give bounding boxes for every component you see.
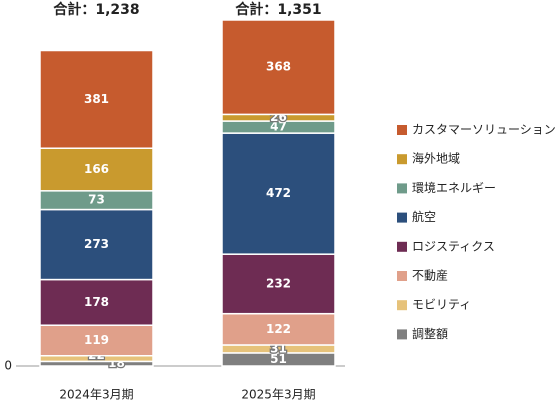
bar-segment — [39, 324, 154, 357]
bar-segment — [221, 312, 336, 346]
data-label: 166 — [84, 162, 109, 176]
legend-swatch — [397, 183, 407, 194]
legend-swatch — [397, 241, 407, 252]
legend-label: カスタマーソリューション — [412, 123, 556, 137]
data-label: 119 — [84, 333, 109, 347]
x-tick-label: 2024年3月期 — [59, 388, 133, 402]
legend-label: 航空 — [412, 209, 436, 224]
bar-segment — [39, 147, 154, 192]
data-label: 368 — [266, 60, 291, 74]
data-label: 47 — [270, 120, 287, 134]
legend-label: 海外地域 — [412, 151, 460, 166]
legend-swatch — [397, 329, 407, 340]
data-label: 178 — [84, 295, 109, 309]
total-label: 合計：1,238 — [53, 1, 139, 18]
data-label: 51 — [270, 352, 287, 366]
legend-swatch — [397, 212, 407, 223]
legend-swatch — [397, 125, 407, 135]
x-tick-label: 2025年3月期 — [241, 388, 315, 402]
legend-label: ロジスティクス — [412, 239, 495, 253]
data-label: 472 — [266, 186, 291, 200]
legend-swatch — [397, 154, 407, 165]
legend-swatch — [397, 300, 407, 311]
legend-swatch — [397, 271, 407, 281]
data-label: 73 — [88, 193, 105, 207]
legend-label: モビリティ — [412, 298, 471, 312]
bar-segment — [221, 19, 336, 116]
legend-label: 不動産 — [412, 268, 448, 283]
bar-segment — [39, 49, 154, 149]
data-label: 232 — [266, 276, 291, 290]
data-label: 381 — [84, 92, 109, 106]
bar-segment — [221, 132, 336, 255]
y-tick-label: 0 — [4, 359, 12, 373]
total-label: 合計：1,351 — [235, 1, 321, 18]
legend-label: 調整額 — [412, 326, 448, 341]
data-label: 122 — [266, 322, 291, 336]
bar-segment — [221, 253, 336, 315]
data-label: 273 — [84, 237, 109, 251]
legend-label: 環境エネルギー — [412, 180, 496, 195]
